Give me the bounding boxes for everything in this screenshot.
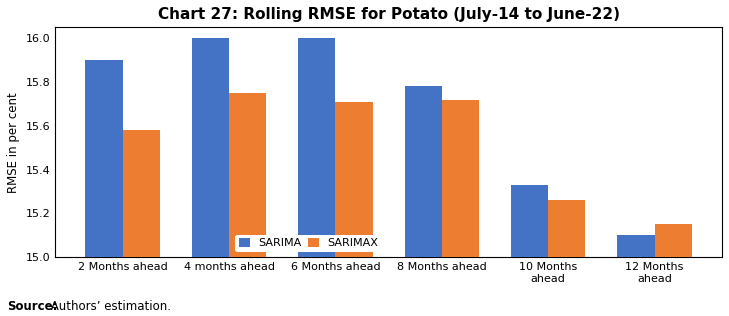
- Text: Authors’ estimation.: Authors’ estimation.: [47, 300, 171, 313]
- Bar: [548, 200, 585, 316]
- Legend: SARIMA, SARIMAX: SARIMA, SARIMAX: [235, 235, 382, 252]
- Title: Chart 27: Rolling RMSE for Potato (July-14 to June-22): Chart 27: Rolling RMSE for Potato (July-…: [157, 7, 620, 22]
- Bar: [298, 38, 335, 316]
- Bar: [511, 185, 548, 316]
- Bar: [85, 60, 122, 316]
- Bar: [229, 93, 266, 316]
- Bar: [617, 235, 655, 316]
- Bar: [405, 87, 442, 316]
- Bar: [335, 102, 373, 316]
- Bar: [192, 38, 229, 316]
- Bar: [442, 100, 479, 316]
- Text: Source:: Source:: [7, 300, 58, 313]
- Y-axis label: RMSE in per cent: RMSE in per cent: [7, 92, 20, 193]
- Bar: [122, 130, 160, 316]
- Bar: [655, 224, 692, 316]
